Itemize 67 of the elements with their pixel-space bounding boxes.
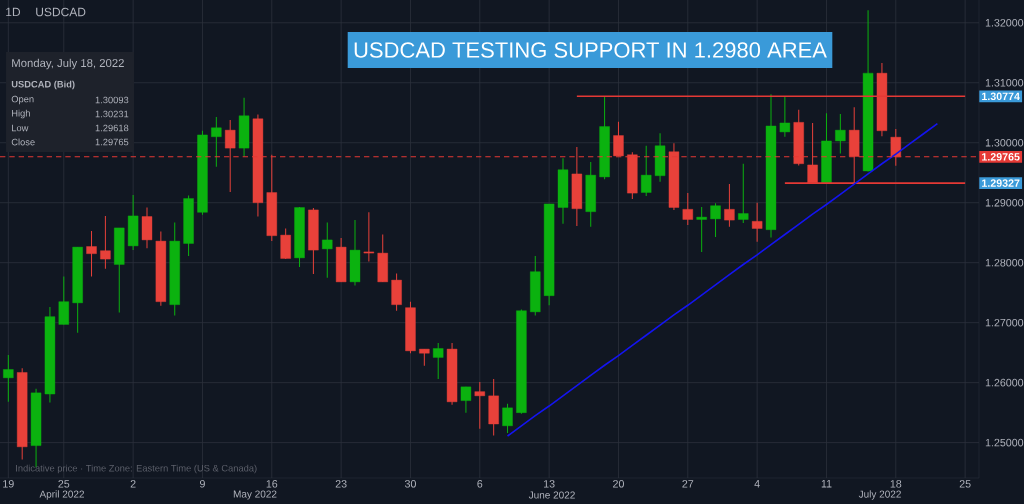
y-tick-label: 1.25000	[985, 438, 1024, 447]
candlestick	[474, 381, 485, 430]
candlestick	[363, 211, 375, 262]
chart-title: USDCAD	[36, 7, 86, 17]
x-tick-label: 4	[754, 480, 760, 488]
candlestick	[322, 222, 333, 279]
candlestick	[502, 403, 513, 434]
ref-line-label: 1.29765	[982, 153, 1020, 161]
text: July 2022	[858, 490, 901, 500]
y-tick-label: 1.26000	[985, 378, 1024, 387]
annotation: High	[12, 109, 30, 119]
candlestick	[682, 192, 693, 226]
series-label: 1.30774	[982, 92, 1020, 101]
candlestick	[3, 354, 14, 403]
annotation: 1.29765	[95, 138, 129, 146]
series-label: 1.29327	[982, 179, 1020, 187]
x-tick-label: 11	[821, 480, 832, 488]
x-tick-label: 18	[890, 480, 902, 488]
line-series	[506, 122, 939, 437]
annotation: Close	[11, 138, 35, 146]
candlestick	[280, 228, 291, 260]
annotation: Open	[11, 95, 34, 105]
x-tick-label: 25	[58, 480, 70, 488]
candlestick	[100, 215, 111, 270]
x-tick-label: 9	[200, 480, 205, 488]
y-tick-label: 1.28000	[985, 258, 1024, 267]
y-tick-label: 1.31000	[985, 78, 1024, 87]
annotation: Low	[12, 124, 29, 132]
x-tick-label: 27	[682, 480, 694, 488]
annotation: USDCAD TESTING SUPPORT IN 1.2980 AREA	[354, 42, 827, 58]
x-tick-label: 13	[544, 480, 555, 488]
candlestick	[86, 230, 97, 277]
annotation: 1.30231	[95, 110, 129, 118]
candlestick	[779, 96, 791, 138]
y-tick-label: 1.32000	[985, 19, 1024, 27]
candlestick	[58, 275, 69, 325]
annotation: 1.30093	[95, 96, 129, 104]
candlestick	[696, 206, 707, 253]
x-tick-label: 23	[335, 480, 347, 488]
x-tick-label: 6	[477, 480, 483, 488]
text: May 2022	[233, 490, 277, 500]
annotation: Indicative price · Time Zone: Eastern Time (US & Canada)	[16, 464, 257, 474]
y-tick-label: 1.27000	[985, 318, 1024, 327]
x-tick-label: 25	[959, 480, 971, 488]
text: June 2022	[528, 491, 575, 499]
x-tick-label: 20	[613, 480, 624, 488]
candlestick	[641, 145, 652, 197]
x-tick-label: 16	[266, 480, 278, 488]
candlestick	[738, 163, 749, 224]
annotation: Monday, July 18, 2022	[12, 58, 124, 70]
annotation: 1.29618	[95, 124, 129, 132]
chart-subtitle: 1D	[6, 7, 21, 17]
x-tick-label: 2	[130, 480, 136, 488]
candlestick	[433, 342, 444, 380]
x-tick-label: 30	[404, 480, 416, 488]
candlestick	[751, 202, 763, 243]
candlestick	[211, 116, 222, 168]
candlestick	[710, 202, 721, 238]
annotation: USDCAD (Bid)	[11, 80, 75, 90]
x-tick-label: 19	[3, 480, 14, 488]
text: April 2022	[39, 490, 84, 500]
candlestick	[835, 113, 846, 155]
y-tick-label: 1.29000	[985, 198, 1024, 207]
y-tick-label: 1.30000	[985, 138, 1024, 147]
candlestick	[141, 207, 153, 249]
candlestick	[460, 386, 472, 414]
candlestick	[724, 183, 735, 228]
